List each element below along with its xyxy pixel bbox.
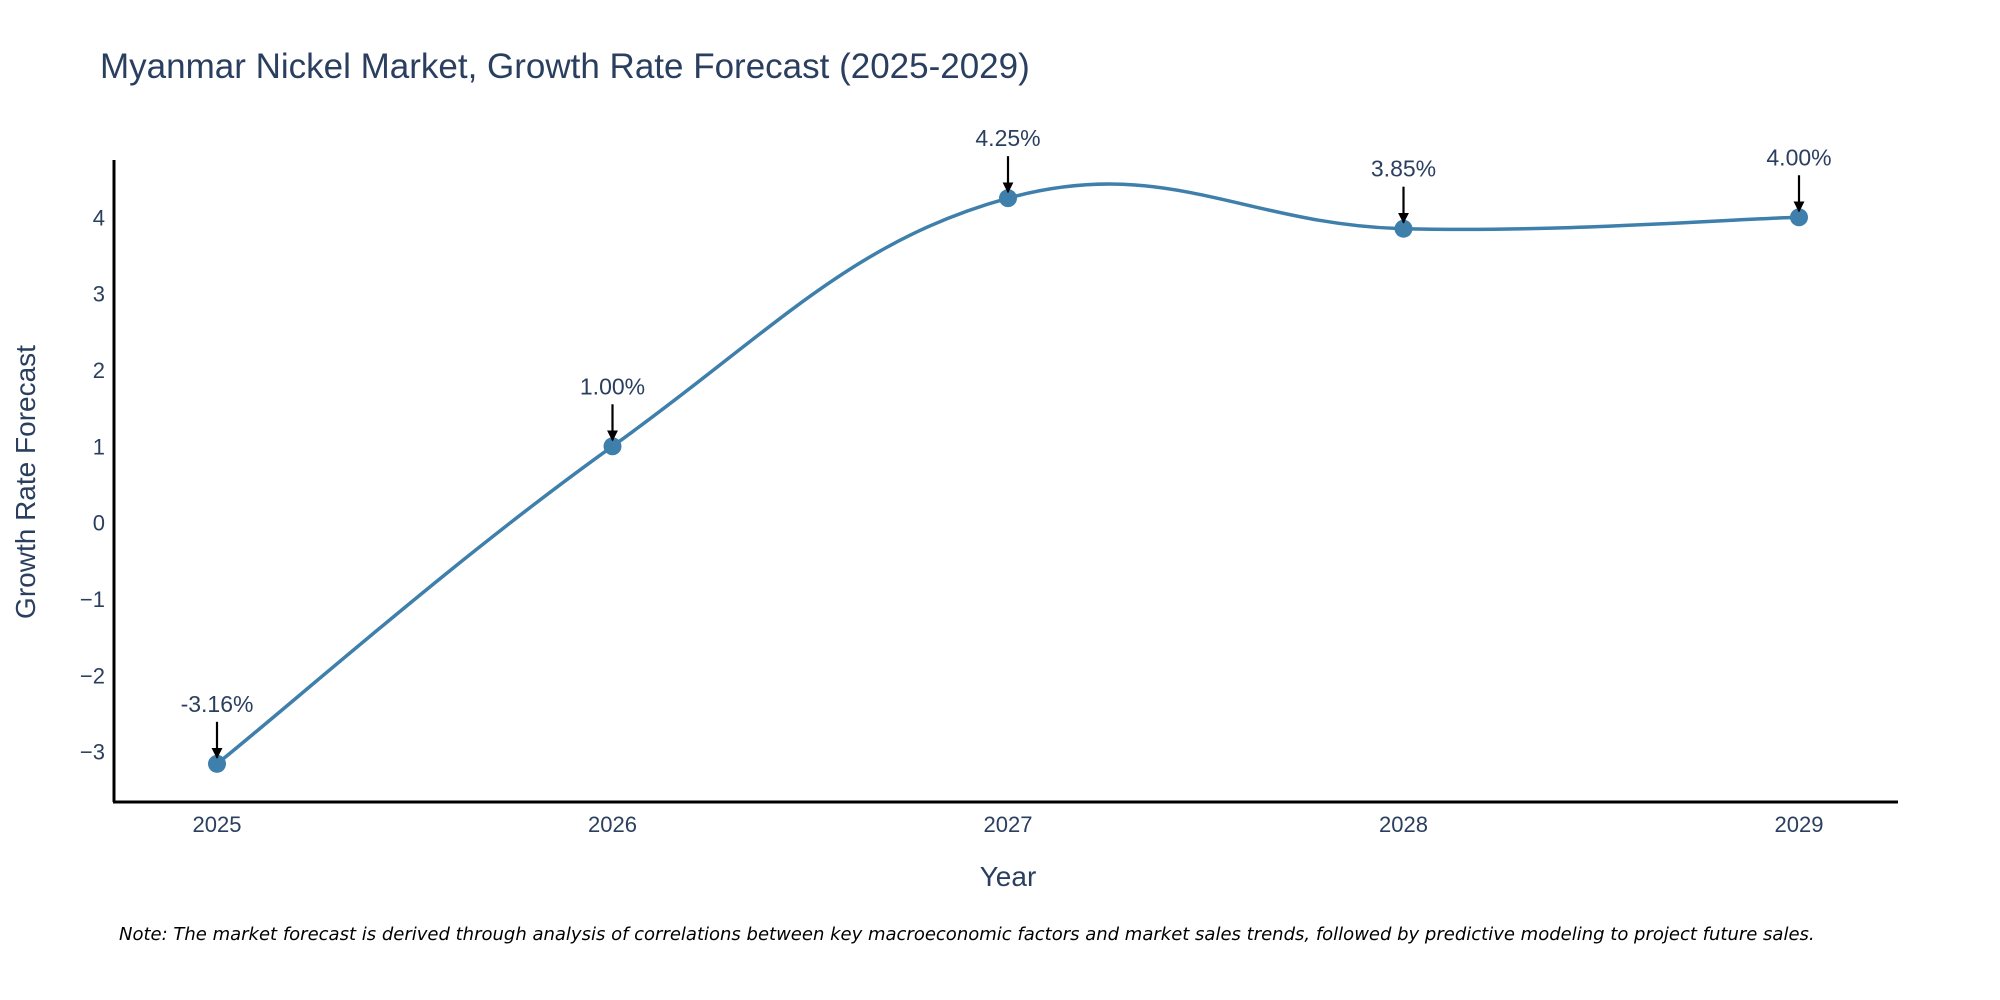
data-label: 1.00% [580,373,645,399]
x-tick-label: 2026 [588,812,637,837]
series-line [215,182,1800,766]
y-tick-label: 1 [93,434,105,459]
data-point [208,754,226,773]
chart-title: Myanmar Nickel Market, Growth Rate Forec… [100,47,1030,86]
y-tick-label: 4 [93,205,105,230]
y-axis-title: Growth Rate Forecast [10,345,41,619]
x-tick-label: 2025 [193,812,242,837]
data-point [1790,208,1808,227]
y-tick-label: 2 [93,358,105,383]
y-tick-label: 3 [93,282,105,307]
x-tick-label: 2028 [1379,812,1428,837]
data-label: 4.25% [975,125,1040,151]
y-tick-label: −1 [80,587,105,612]
data-label: -3.16% [181,691,254,717]
data-point [603,437,622,456]
data-point [999,189,1017,208]
footnote: Note: The market forecast is derived thr… [119,924,1815,945]
data-label: 4.00% [1766,144,1831,170]
x-tick-label: 2029 [1775,812,1824,837]
y-tick-label: −2 [80,663,105,688]
data-point [1394,219,1413,238]
x-axis-title: Year [980,861,1037,892]
x-tick-label: 2027 [984,812,1033,837]
y-tick-label: 0 [93,511,105,536]
y-tick-label: −3 [80,740,105,765]
data-label: 3.85% [1371,156,1436,182]
plot-area: −3 −2 −1 0 1 2 3 4 2025 2026 2027 2028 2029 -3.16% 1.0… [80,125,1898,837]
